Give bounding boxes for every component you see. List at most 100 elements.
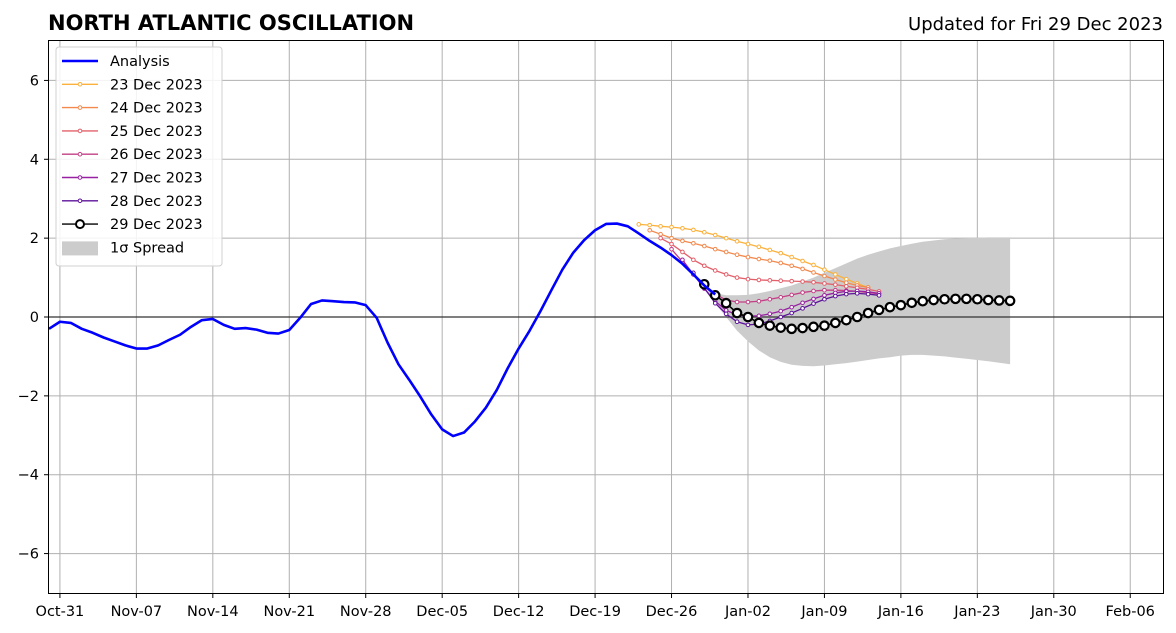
forecast-point: [822, 287, 827, 293]
forecast-point: [797, 322, 808, 334]
forecast-point: [756, 256, 762, 262]
forecast-point: [800, 306, 805, 311]
forecast-point: [731, 307, 743, 319]
legend-item: 1σ Spread: [62, 240, 184, 256]
forecast-point: [789, 304, 794, 310]
legend-item: 27 Dec 2023: [62, 171, 203, 187]
forecast-point: [669, 241, 674, 247]
forecast-point: [712, 300, 718, 306]
forecast-point: [745, 254, 751, 260]
forecast-point: [800, 266, 805, 272]
forecast-point: [822, 273, 827, 279]
y-tick-label: 6: [30, 73, 39, 89]
legend-marker: [77, 151, 83, 157]
forecast-point: [819, 320, 830, 331]
legend-label: 27 Dec 2023: [110, 171, 203, 187]
y-tick-label: 2: [30, 231, 39, 247]
legend-marker: [75, 219, 85, 230]
forecast-point: [756, 244, 762, 250]
forecast-line: [638, 223, 869, 289]
forecast-point: [789, 292, 794, 298]
forecast-point: [811, 296, 816, 302]
forecast-point: [800, 290, 805, 295]
forecast-point: [658, 224, 663, 229]
x-tick-label: Jan-02: [724, 604, 771, 620]
x-tick-label: Dec-19: [569, 604, 621, 620]
forecast-point: [734, 299, 740, 305]
forecast-point: [800, 258, 805, 264]
forecast-point: [778, 260, 784, 266]
forecast-point: [811, 270, 816, 275]
legend-label: 29 Dec 2023: [110, 217, 203, 233]
forecast-point: [778, 250, 784, 256]
forecast-point: [701, 263, 707, 269]
x-tick-label: Nov-21: [263, 604, 315, 620]
legend-item: 23 Dec 2023: [62, 77, 203, 93]
forecast-point: [680, 225, 685, 231]
forecast-point: [712, 232, 718, 238]
legend-label: 24 Dec 2023: [110, 101, 203, 117]
forecast-point: [767, 296, 773, 302]
forecast-point: [734, 319, 740, 325]
forecast-point: [680, 257, 685, 263]
forecast-point: [756, 277, 762, 283]
legend-label: 25 Dec 2023: [110, 124, 203, 140]
x-tick-label: Nov-14: [187, 604, 239, 620]
forecast-point: [723, 311, 729, 317]
forecast-point: [811, 301, 816, 306]
forecast-point: [669, 235, 674, 241]
forecast-point: [778, 294, 784, 300]
forecast-point: [658, 235, 663, 241]
spread-area: [704, 237, 1011, 367]
legend-item: 26 Dec 2023: [62, 147, 203, 163]
forecast-point: [778, 278, 784, 284]
legend-item: 28 Dec 2023: [62, 194, 203, 210]
y-tick-label: 0: [30, 310, 39, 326]
forecast-point: [786, 323, 797, 335]
forecast-point: [789, 310, 794, 316]
forecast-point: [830, 317, 841, 329]
forecast-point: [939, 293, 950, 305]
forecast-point: [701, 243, 707, 249]
x-axis-ticks: Oct-31 Nov-07 Nov-14 Nov-21 Nov-28 Dec-05 Dec-…: [36, 593, 1155, 620]
forecast-point: [884, 301, 896, 313]
legend-marker: [77, 175, 83, 180]
forecast-point: [822, 281, 827, 286]
forecast-2023-12-28: [691, 270, 882, 328]
legend-item: Analysis: [62, 54, 170, 70]
legend-swatch: [62, 241, 98, 256]
forecast-point: [1004, 295, 1016, 307]
forecast-point: [982, 294, 994, 306]
forecast-point: [811, 262, 816, 268]
forecast-point: [756, 313, 762, 319]
forecast-point: [723, 249, 729, 255]
forecast-point: [767, 278, 773, 283]
forecast-point: [833, 293, 838, 299]
legend-item: 29 Dec 2023: [62, 217, 203, 233]
forecast-point: [854, 291, 860, 296]
legend-marker: [77, 198, 83, 204]
y-axis-ticks: 6 4 2 0 −2 −4 −6: [18, 73, 49, 563]
forecast-point: [961, 293, 972, 305]
forecast-point: [636, 222, 642, 227]
forecast-point: [669, 224, 674, 230]
forecast-point: [658, 231, 663, 237]
forecast-point: [745, 322, 751, 328]
forecast-point: [745, 299, 751, 305]
forecast-point: [767, 247, 773, 253]
forecast-point: [789, 263, 794, 269]
forecast-point: [712, 268, 718, 273]
forecast-point: [778, 314, 784, 320]
forecast-point: [833, 277, 838, 282]
legend-marker: [77, 105, 83, 110]
forecast-point: [800, 279, 805, 284]
forecast-point: [669, 246, 674, 252]
forecast-point: [862, 307, 874, 319]
forecast-point: [778, 308, 784, 314]
forecast-point: [789, 254, 794, 260]
forecast-point: [680, 249, 685, 255]
forecast-point: [764, 320, 776, 331]
y-tick-label: −2: [18, 389, 39, 405]
forecast-point: [873, 304, 885, 316]
